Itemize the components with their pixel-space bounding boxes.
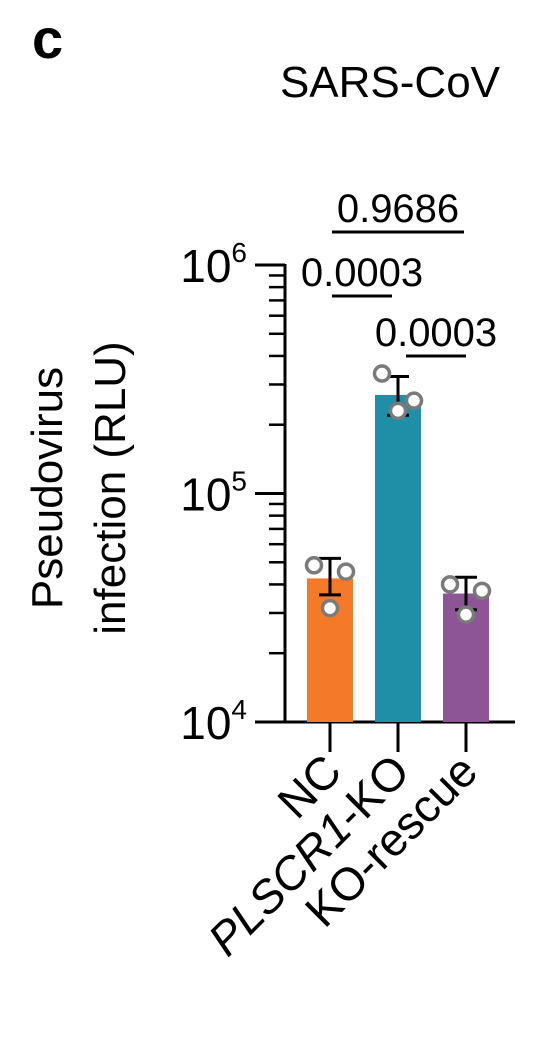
- plot-area: 104105106NCPLSCR1-KOKO-rescue0.00030.000…: [180, 187, 515, 965]
- p-value-label: 0.0003: [301, 251, 423, 295]
- y-axis-label-line-1: Pseudovirus: [23, 367, 72, 609]
- y-tick-label: 104: [180, 694, 247, 749]
- panel-label: c: [32, 7, 63, 70]
- data-point: [320, 598, 340, 618]
- data-point: [472, 581, 492, 601]
- y-tick-label: 105: [180, 466, 247, 521]
- data-point: [388, 401, 408, 421]
- data-point: [372, 364, 392, 383]
- y-tick-label: 106: [180, 237, 247, 292]
- data-point: [404, 391, 424, 410]
- y-axis-label: Pseudovirus infection (RLU): [23, 341, 135, 634]
- bar: [375, 394, 421, 722]
- p-value-label: 0.9686: [337, 187, 459, 231]
- data-point: [456, 605, 476, 624]
- y-axis-label-line-2: infection (RLU): [86, 341, 135, 634]
- chart-title: SARS-CoV: [280, 58, 501, 107]
- data-point: [304, 556, 324, 575]
- data-point: [440, 575, 460, 594]
- p-value-label: 0.0003: [375, 311, 497, 355]
- data-point: [336, 562, 356, 581]
